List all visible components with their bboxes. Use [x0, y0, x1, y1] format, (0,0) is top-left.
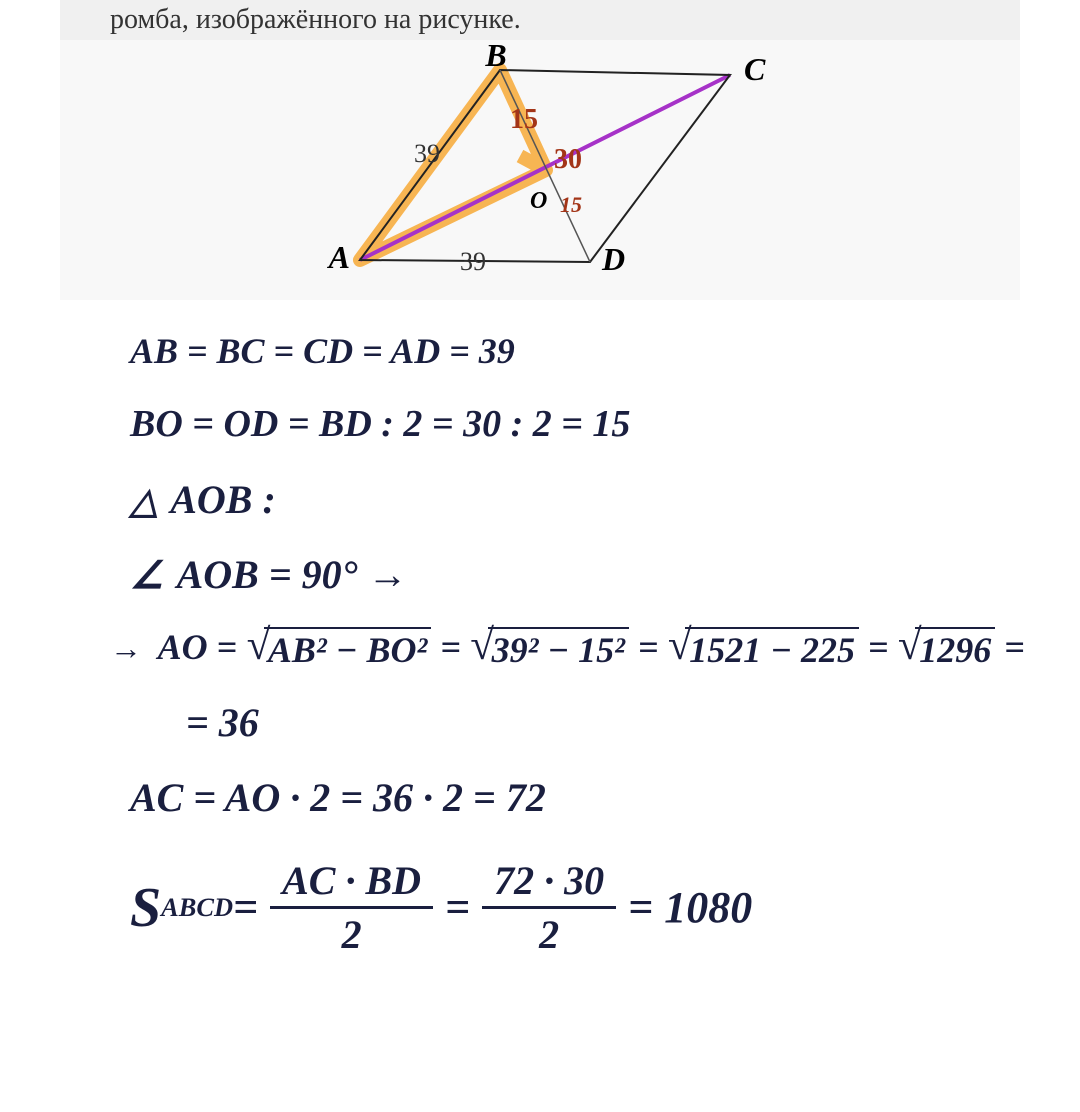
side-label-AD: 39 [460, 247, 486, 276]
center-label-O: O [530, 188, 547, 214]
eq-line-6: AC = AO · 2 = 36 · 2 = 72 [130, 774, 1080, 821]
frac2-num: 72 · 30 [482, 857, 616, 909]
eq-line-2: BO = OD = BD : 2 = 30 : 2 = 15 [130, 402, 1080, 446]
rhombus-svg: A B C D O 39 39 30 15 15 [220, 40, 840, 290]
eq7-result: = 1080 [628, 882, 752, 933]
frac2-den: 2 [527, 909, 571, 958]
eq7-mid: = [445, 882, 470, 933]
arrow-symbol: → [110, 630, 142, 667]
side-label-AB: 39 [414, 139, 440, 168]
eq5-eq2: = [638, 627, 668, 667]
eq5-eq3: = [868, 627, 898, 667]
frac1-num: AC · BD [270, 857, 433, 909]
eq4-text: AOB = 90° → [168, 552, 408, 597]
eq3-text: AOB : [162, 477, 276, 522]
fraction-2: 72 · 30 2 [482, 857, 616, 958]
rhombus-diagram: A B C D O 39 39 30 15 15 [60, 40, 1020, 300]
sqrt-4: √1296 [898, 627, 996, 671]
vertex-label-D: D [601, 241, 625, 277]
eq-line-3: △ AOB : [130, 476, 1080, 523]
sqrt-3: √1521 − 225 [667, 627, 859, 671]
eq7-eq1: = [233, 882, 258, 933]
eq-line-5b: = 36 [186, 699, 1080, 746]
annotation-BD-30: 30 [554, 144, 582, 175]
eq-line-7: SABCD = AC · BD 2 = 72 · 30 2 = 1080 [130, 857, 1080, 958]
vertex-label-C: C [744, 51, 766, 87]
annotation-OD-15: 15 [560, 192, 582, 217]
eq-line-4: ∠ AOB = 90° → [130, 551, 1080, 598]
vertex-label-B: B [484, 40, 506, 73]
eq5-eq1: = [440, 627, 470, 667]
frac1-den: 2 [330, 909, 374, 958]
fraction-1: AC · BD 2 [270, 857, 433, 958]
annotation-BO-15: 15 [510, 104, 538, 135]
angle-symbol: ∠ [130, 555, 164, 597]
highlight-triangle-ABO [360, 70, 546, 260]
header-band: ромба, изображённого на рисунке. A [60, 0, 1020, 300]
area-subscript: ABCD [161, 892, 233, 923]
sqrt-2: √39² − 15² [470, 627, 629, 671]
eq-line-5: → AO = √AB² − BO² = √39² − 15² = √1521 −… [110, 626, 1080, 671]
page-root: ромба, изображённого на рисунке. A [0, 0, 1080, 1112]
vertex-label-A: A [327, 239, 350, 275]
triangle-symbol: △ [130, 481, 158, 521]
sqrt-1: √AB² − BO² [246, 627, 431, 671]
area-S: S [130, 876, 161, 940]
eq5-lead: AO = [158, 627, 247, 667]
eq-line-1: AB = BC = CD = AD = 39 [130, 330, 1080, 372]
problem-text: ромба, изображённого на рисунке. [60, 0, 1020, 40]
eq5-tail: = [1004, 627, 1025, 667]
solution-area: AB = BC = CD = AD = 39 BO = OD = BD : 2 … [60, 320, 1080, 986]
